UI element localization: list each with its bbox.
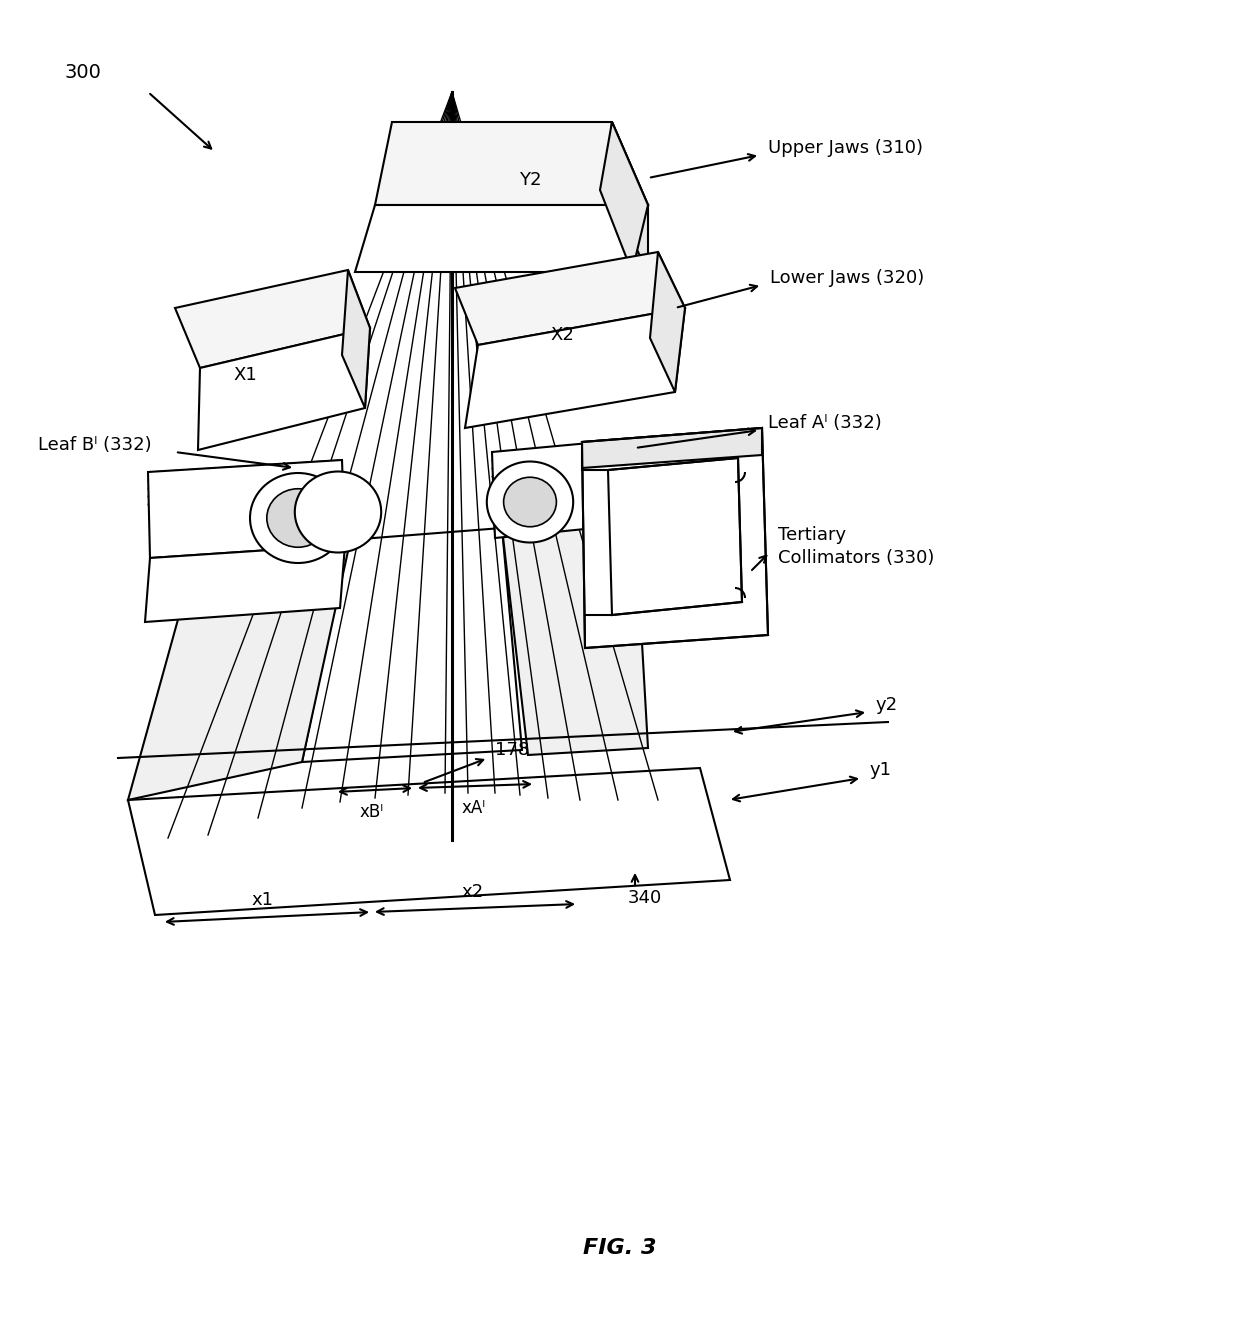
Polygon shape xyxy=(492,442,622,461)
Ellipse shape xyxy=(487,462,573,542)
Polygon shape xyxy=(128,768,730,914)
Polygon shape xyxy=(455,252,684,344)
Polygon shape xyxy=(492,450,622,469)
Text: x1: x1 xyxy=(250,890,273,909)
Polygon shape xyxy=(465,308,684,429)
Polygon shape xyxy=(148,461,345,558)
Polygon shape xyxy=(492,458,622,477)
Polygon shape xyxy=(148,469,342,489)
Polygon shape xyxy=(303,529,522,762)
Ellipse shape xyxy=(250,473,346,563)
Polygon shape xyxy=(198,328,370,450)
Polygon shape xyxy=(605,121,649,272)
Ellipse shape xyxy=(295,471,381,553)
Polygon shape xyxy=(145,545,345,622)
Polygon shape xyxy=(148,485,342,505)
Polygon shape xyxy=(600,121,649,272)
Polygon shape xyxy=(128,542,350,800)
Text: Collimators (330): Collimators (330) xyxy=(777,549,935,567)
Text: Y2: Y2 xyxy=(518,171,541,190)
Ellipse shape xyxy=(267,489,329,547)
Polygon shape xyxy=(582,429,768,647)
Polygon shape xyxy=(342,270,370,409)
Polygon shape xyxy=(355,206,649,272)
Polygon shape xyxy=(148,477,342,497)
Text: x2: x2 xyxy=(463,882,484,901)
Text: Leaf Bᴵ (332): Leaf Bᴵ (332) xyxy=(38,437,151,454)
Text: y1: y1 xyxy=(870,761,892,780)
Polygon shape xyxy=(502,521,649,756)
Polygon shape xyxy=(148,493,342,513)
Text: xBᴵ: xBᴵ xyxy=(360,802,384,821)
Text: y2: y2 xyxy=(875,696,898,714)
Text: FIG. 3: FIG. 3 xyxy=(583,1238,657,1258)
Polygon shape xyxy=(582,429,763,469)
Polygon shape xyxy=(492,474,622,493)
Ellipse shape xyxy=(503,477,557,527)
Text: Leaf Aᴵ (332): Leaf Aᴵ (332) xyxy=(768,414,882,433)
Polygon shape xyxy=(374,121,649,206)
Text: 178: 178 xyxy=(495,741,529,760)
Polygon shape xyxy=(492,466,622,485)
Polygon shape xyxy=(608,458,742,615)
Text: Tertiary: Tertiary xyxy=(777,526,846,543)
Polygon shape xyxy=(148,461,342,481)
Polygon shape xyxy=(492,441,625,538)
Text: 300: 300 xyxy=(64,63,102,81)
Text: 340: 340 xyxy=(627,889,662,906)
Text: Lower Jaws (320): Lower Jaws (320) xyxy=(770,268,924,287)
Text: X1: X1 xyxy=(233,366,257,384)
Text: Upper Jaws (310): Upper Jaws (310) xyxy=(768,139,923,158)
Text: X2: X2 xyxy=(551,326,574,344)
Polygon shape xyxy=(175,270,370,368)
Polygon shape xyxy=(650,252,684,392)
Text: xAᴵ: xAᴵ xyxy=(461,800,486,817)
